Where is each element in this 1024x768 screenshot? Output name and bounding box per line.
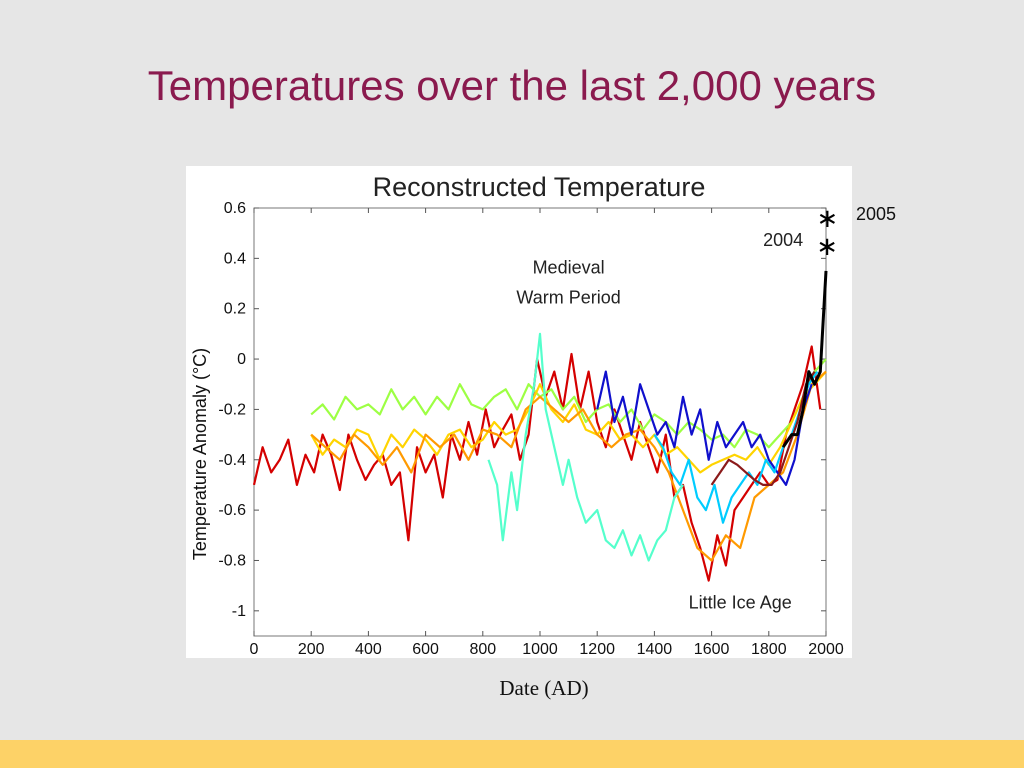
y-tick-label: -1: [232, 603, 246, 620]
y-tick-label: 0.4: [224, 250, 246, 267]
y-tick-label: 0.2: [224, 301, 246, 318]
annotation-3: 2004: [763, 230, 803, 250]
series-line-3: [310, 370, 827, 562]
x-tick-label: 1000: [522, 641, 558, 658]
x-tick-label: 2000: [808, 641, 844, 658]
x-tick-label: 1200: [579, 641, 615, 658]
chart-panel: Reconstructed Temperature Temperature An…: [186, 166, 852, 658]
series-line-1: [310, 358, 827, 449]
label-2005: 2005: [856, 204, 897, 224]
marker-star-2005: ∗: [817, 203, 839, 233]
temperature-chart: Reconstructed Temperature Temperature An…: [190, 172, 844, 658]
series-line-2: [310, 370, 827, 474]
x-tick-label: 0: [250, 641, 259, 658]
footer-bar: [0, 740, 1024, 768]
y-tick-label: -0.6: [218, 502, 246, 519]
x-tick-label: 400: [355, 641, 382, 658]
plot-area: 0 200 400 600 800 1000 1200 1400 1600 1800 2000 0.6…: [218, 200, 843, 658]
y-axis-label: Temperature Anomaly (°C): [190, 348, 210, 560]
x-tick-label: 1800: [751, 641, 787, 658]
annotation-0: Medieval: [533, 257, 605, 277]
y-tick-label: 0.6: [224, 200, 246, 217]
chart-title: Reconstructed Temperature: [373, 172, 706, 202]
y-tick-label: -0.2: [218, 401, 246, 418]
annotation-1: Warm Period: [516, 288, 620, 308]
x-tick-label: 1600: [694, 641, 730, 658]
x-tick-label: 600: [412, 641, 439, 658]
y-tick-label: -0.4: [218, 452, 246, 469]
annotation-2: Little Ice Age: [689, 592, 792, 612]
y-tick-label: -0.8: [218, 552, 246, 569]
series-line-4: [487, 332, 684, 562]
series-line-8: [781, 270, 828, 449]
series-line-7: [710, 370, 816, 486]
x-tick-label: 800: [469, 641, 496, 658]
x-tick-label: 200: [298, 641, 325, 658]
slide-title: Temperatures over the last 2,000 years: [147, 62, 877, 109]
marker-star-2004: ∗: [816, 231, 838, 261]
y-tick-label: 0: [237, 351, 246, 368]
x-tick-label: 1400: [637, 641, 673, 658]
x-axis-label: Date (AD): [499, 676, 589, 700]
